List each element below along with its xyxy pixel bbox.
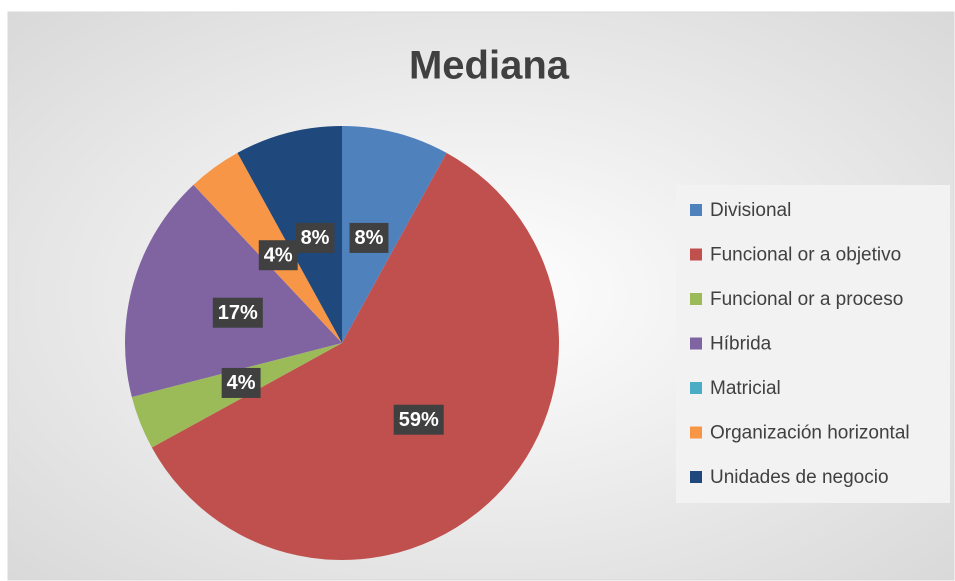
legend-swatch <box>690 426 702 439</box>
data-label: 4% <box>264 245 293 267</box>
legend-label: Unidades de negocio <box>710 467 889 488</box>
legend-box <box>676 185 950 503</box>
pie-slice <box>342 126 447 343</box>
legend-swatch <box>690 382 702 394</box>
legend-swatch <box>690 248 702 261</box>
data-label-box <box>258 240 298 271</box>
data-label-box <box>295 222 335 253</box>
data-label: 4% <box>227 372 256 394</box>
legend-swatch <box>690 337 702 350</box>
legend-swatch <box>690 293 702 305</box>
data-label-box <box>349 222 389 253</box>
pie-slice <box>151 152 560 560</box>
chart-title: Mediana <box>409 44 570 88</box>
legend-label: Híbrida <box>710 334 772 355</box>
data-label: 8% <box>301 227 330 249</box>
legend-label: Organización horizontal <box>710 423 910 444</box>
data-label: 8% <box>355 227 384 249</box>
data-label-box <box>393 404 444 435</box>
legend-label: Funcional or a proceso <box>710 289 903 310</box>
data-label: 17% <box>218 302 258 324</box>
pie-slice <box>125 184 342 397</box>
legend-swatch <box>690 204 702 216</box>
legend-label: Funcional or a objetivo <box>710 245 901 266</box>
data-label-box <box>212 297 263 328</box>
legend-label: Divisional <box>710 200 791 221</box>
data-label-box <box>221 367 261 398</box>
data-label: 59% <box>399 409 439 431</box>
legend-label: Matricial <box>710 378 781 399</box>
pie-slice <box>237 126 342 343</box>
legend-swatch <box>690 471 702 483</box>
